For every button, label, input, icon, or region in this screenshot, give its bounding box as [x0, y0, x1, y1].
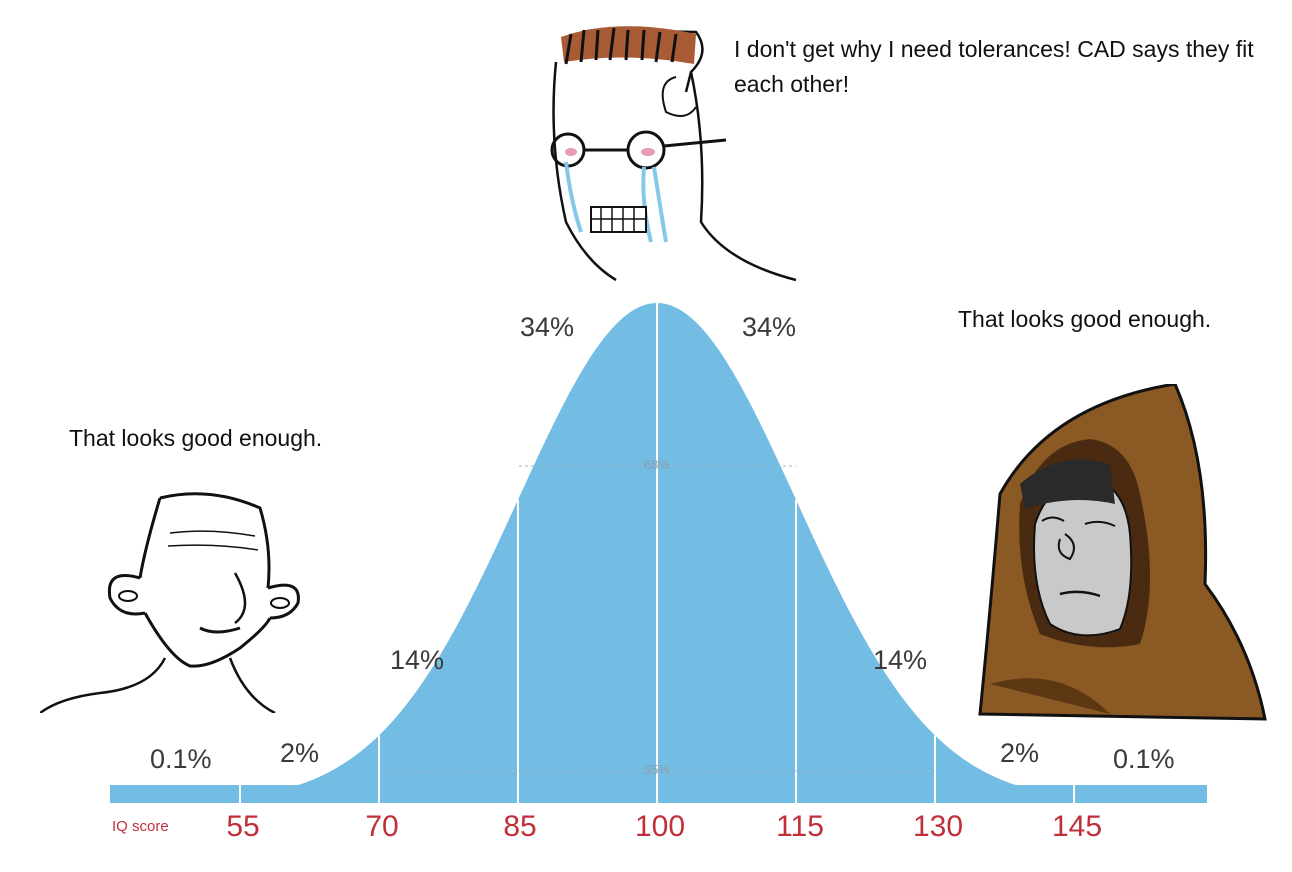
pct-right-mid: 14%	[873, 645, 928, 675]
inner-label-95: 95%	[643, 762, 671, 777]
right-caption: That looks good enough.	[958, 306, 1212, 332]
hooded-monk-wojak-icon	[978, 384, 1267, 721]
left-caption: That looks good enough.	[69, 425, 323, 451]
pct-far-left: 0.1%	[150, 744, 212, 774]
tick-label: 85	[503, 810, 537, 843]
axis-label: IQ score	[112, 818, 169, 835]
tick-label: 55	[226, 810, 260, 843]
bell-curve-area	[110, 303, 1207, 803]
pct-left-center: 34%	[520, 312, 575, 342]
standard-deviation-lines	[239, 303, 1075, 803]
pct-left-mid: 14%	[390, 645, 445, 675]
pct-left-tail: 2%	[280, 738, 320, 768]
pct-right-center: 34%	[742, 312, 797, 342]
pct-far-right: 0.1%	[1113, 744, 1175, 774]
tick-label: 70	[365, 810, 399, 843]
tick-label: 100	[634, 810, 686, 843]
simple-wojak-icon	[40, 492, 300, 713]
nerd-caption: I don't get why I need tolerances! CAD s…	[734, 36, 1254, 97]
inner-label-68: 68%	[643, 457, 671, 472]
crying-nerd-wojak-icon	[550, 26, 797, 282]
inner-dashed-lines	[380, 465, 935, 772]
tick-label: 130	[912, 810, 964, 843]
tick-label: 145	[1051, 810, 1103, 843]
tick-label: 115	[776, 810, 824, 843]
pct-right-tail: 2%	[1000, 738, 1040, 768]
